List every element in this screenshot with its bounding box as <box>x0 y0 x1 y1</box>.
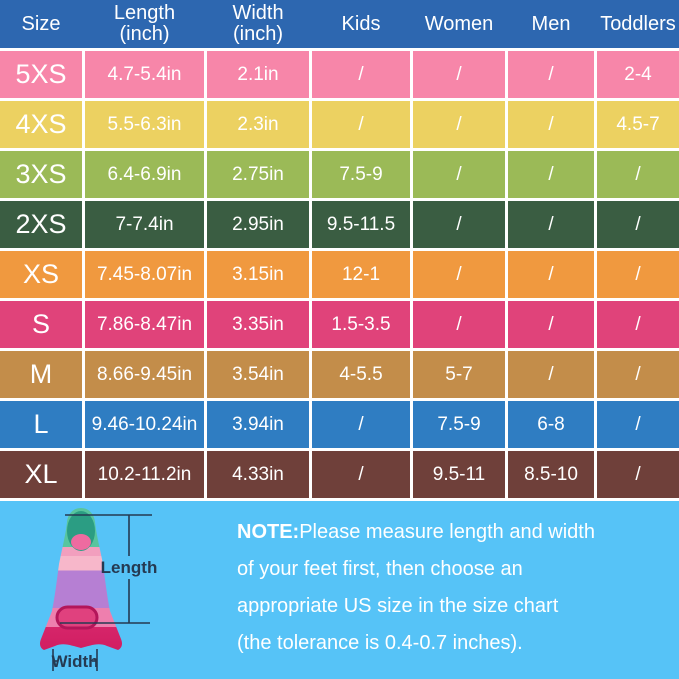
table-cell-toddlers: / <box>597 301 679 348</box>
table-cell-kids: / <box>312 451 410 498</box>
table-cell-men: / <box>508 251 594 298</box>
width-measure-label: Width <box>51 652 98 671</box>
table-cell-length: 7.86-8.47in <box>85 301 204 348</box>
size-table-body: 5XS 4.7-5.4in 2.1in / //2-4 4XS 5.5-6.3in 2.3in… <box>0 48 679 501</box>
size-row-label: S <box>0 301 82 348</box>
table-cell-width: 2.95in <box>207 201 309 248</box>
table-cell-men: / <box>508 301 594 348</box>
table-cell-women: / <box>413 301 505 348</box>
col-header-length: Length (inch) <box>113 2 176 45</box>
table-cell-width: 3.15in <box>207 251 309 298</box>
table-cell-length: 4.7-5.4in <box>85 51 204 98</box>
size-row-label: XS <box>0 251 82 298</box>
swim-fin-icon: Length Width <box>40 508 158 671</box>
note-line-1: NOTE:Please measure length and width <box>237 514 667 551</box>
fin-toe-inner <box>71 534 91 550</box>
table-cell-width: 2.1in <box>207 51 309 98</box>
table-cell-men: 6-8 <box>508 401 594 448</box>
table-cell-kids: / <box>312 101 410 148</box>
table-cell-length: 7.45-8.07in <box>85 251 204 298</box>
col-header-kids: Kids <box>341 12 381 35</box>
table-cell-width: 3.94in <box>207 401 309 448</box>
table-cell-width: 4.33in <box>207 451 309 498</box>
col-header-width: Width (inch) <box>232 2 284 45</box>
table-cell-women: / <box>413 101 505 148</box>
table-cell-men: / <box>508 151 594 198</box>
size-row-label: 5XS <box>0 51 82 98</box>
table-cell-kids: / <box>312 401 410 448</box>
table-cell-women: / <box>413 251 505 298</box>
size-row-label: M <box>0 351 82 398</box>
table-cell-toddlers: 4.5-7 <box>597 101 679 148</box>
table-cell-toddlers: / <box>597 201 679 248</box>
table-cell-kids: 7.5-9 <box>312 151 410 198</box>
table-cell-men: / <box>508 201 594 248</box>
table-cell-toddlers: / <box>597 251 679 298</box>
table-cell-men: / <box>508 51 594 98</box>
table-cell-toddlers: / <box>597 151 679 198</box>
note-line-2: of your feet first, then choose an <box>237 558 523 580</box>
table-cell-women: / <box>413 151 505 198</box>
size-row-label: L <box>0 401 82 448</box>
table-cell-men: / <box>508 101 594 148</box>
table-cell-width: 3.54in <box>207 351 309 398</box>
length-measure-label: Length <box>101 558 158 577</box>
table-cell-toddlers: / <box>597 451 679 498</box>
table-cell-kids: 1.5-3.5 <box>312 301 410 348</box>
col-header-women: Women <box>424 12 494 35</box>
size-row-label: 4XS <box>0 101 82 148</box>
table-cell-kids: 9.5-11.5 <box>312 201 410 248</box>
table-cell-kids: 4-5.5 <box>312 351 410 398</box>
size-row-label: 3XS <box>0 151 82 198</box>
size-row-label: XL <box>0 451 82 498</box>
note-line-1-text: Please measure length and width <box>299 521 595 543</box>
bottom-section: Length Width NOTE:Please measure length … <box>0 501 679 679</box>
col-header-size: Size <box>21 12 61 35</box>
table-cell-women: / <box>413 51 505 98</box>
col-header-toddlers: Toddlers <box>600 12 676 35</box>
table-cell-kids: / <box>312 51 410 98</box>
size-table: Size Length (inch) Width (inch) Kids Wom… <box>0 0 679 501</box>
table-cell-length: 10.2-11.2in <box>85 451 204 498</box>
note-line-3: appropriate US size in the size chart <box>237 595 559 617</box>
table-cell-women: 7.5-9 <box>413 401 505 448</box>
col-header-men: Men <box>531 12 571 35</box>
table-cell-length: 8.66-9.45in <box>85 351 204 398</box>
size-table-header: Size Length (inch) Width (inch) Kids Wom… <box>0 0 679 48</box>
fin-foot-pocket <box>55 605 99 630</box>
fin-illustration: Length Width <box>30 501 235 679</box>
note-text: NOTE:Please measure length and width of … <box>237 514 667 662</box>
table-cell-width: 3.35in <box>207 301 309 348</box>
table-cell-women: / <box>413 201 505 248</box>
table-cell-length: 9.46-10.24in <box>85 401 204 448</box>
table-cell-length: 6.4-6.9in <box>85 151 204 198</box>
table-cell-length: 5.5-6.3in <box>85 101 204 148</box>
table-cell-men: 8.5-10 <box>508 451 594 498</box>
note-line-4: (the tolerance is 0.4-0.7 inches). <box>237 632 523 654</box>
table-cell-width: 2.75in <box>207 151 309 198</box>
size-row-label: 2XS <box>0 201 82 248</box>
table-cell-width: 2.3in <box>207 101 309 148</box>
table-cell-kids: 12-1 <box>312 251 410 298</box>
note-bold-prefix: NOTE: <box>237 521 300 543</box>
table-cell-toddlers: / <box>597 351 679 398</box>
table-cell-women: 5-7 <box>413 351 505 398</box>
table-cell-women: 9.5-11 <box>413 451 505 498</box>
table-cell-length: 7-7.4in <box>85 201 204 248</box>
table-cell-toddlers: / <box>597 401 679 448</box>
table-cell-men: / <box>508 351 594 398</box>
table-cell-toddlers: 2-4 <box>597 51 679 98</box>
